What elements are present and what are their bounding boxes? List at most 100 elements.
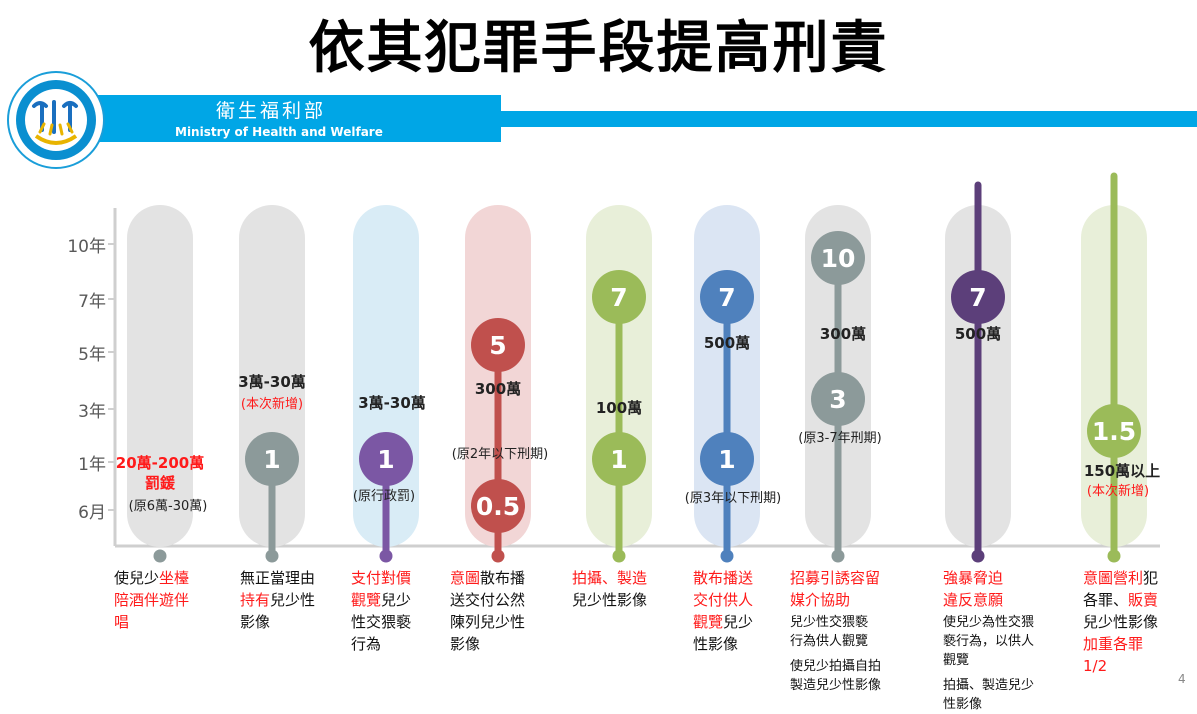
description-line: 兒少性影像	[572, 589, 647, 611]
fine-amount: 3萬-30萬	[358, 394, 426, 412]
description-segment: 兒少	[723, 613, 754, 631]
description-line: 強暴脅迫	[943, 567, 1034, 589]
offense-description: 招募引誘容留 媒介協助 兒少性交猥褻 行為供人觀覽 使兒少拍攝自拍 製造兒少性影像	[790, 567, 881, 695]
axis-dots	[153, 549, 1121, 563]
value-marker-label: 10	[821, 244, 856, 273]
description-line: 持有兒少性	[240, 589, 315, 611]
fine-amount: 150萬以上	[1083, 462, 1161, 480]
ministry-name-zh: 衛生福利部	[216, 100, 327, 122]
value-marker	[811, 372, 865, 426]
description-segment: 觀覽	[351, 591, 382, 609]
value-marker-label: 1	[377, 445, 394, 474]
description-segment: 陪酒伴遊伴	[114, 591, 190, 609]
y-tick-marks	[108, 243, 115, 511]
fine-amount: 3萬-30萬	[238, 373, 306, 391]
value-marker-label: 5	[489, 331, 506, 360]
y-tick-label: 6月	[78, 503, 106, 523]
previous-penalty-note: (原3-7年刑期)	[798, 431, 882, 446]
description-segment: 交付供人	[693, 591, 754, 609]
description-line: 行為	[351, 633, 411, 655]
description-line: 影像	[450, 633, 525, 655]
description-line: 加重各罪	[1083, 633, 1158, 655]
offense-description: 散布播送交付供人觀覽兒少性影像	[693, 567, 753, 655]
description-line: 違反意願	[943, 589, 1034, 611]
fine-amount: 500萬	[703, 334, 751, 352]
description-segment: 兒少性影像	[1083, 613, 1159, 631]
value-marker-label: 1.5	[1092, 417, 1136, 446]
description-segment: 散布播送	[693, 569, 754, 587]
column-pill	[127, 205, 193, 547]
value-marker	[245, 432, 299, 486]
description-line: 散布播送	[693, 567, 753, 589]
previous-penalty-note: (本次新增)	[240, 397, 304, 412]
axis-dot	[1107, 549, 1121, 563]
sub-description-line: 褻行為，以供人	[943, 634, 1035, 649]
axis-dot	[612, 549, 626, 563]
value-marker	[359, 432, 413, 486]
description-segment: 影像	[450, 635, 481, 653]
description-line: 性影像	[693, 633, 753, 655]
sub-description-line: 使兒少拍攝自拍	[790, 659, 882, 674]
description-segment: 性影像	[693, 635, 739, 653]
axis-dot	[831, 549, 845, 563]
offense-description: 意圖營利犯 各罪、販賣 兒少性影像 加重各罪 1/2	[1083, 567, 1158, 677]
description-line: 唱	[114, 611, 189, 633]
description-segment: 持有	[240, 591, 271, 609]
fine-amount: 300萬	[474, 380, 522, 398]
ministry-name-en: Ministry of Health and Welfare	[175, 125, 383, 139]
description-line: 使兒少坐檯	[114, 567, 189, 589]
description-line: 送交付公然	[450, 589, 525, 611]
description-segment: 坐檯	[159, 569, 190, 587]
previous-penalty-note: (原行政罰)	[352, 489, 416, 504]
offense-description: 支付對價觀覽兒少性交猥褻 行為	[351, 567, 411, 655]
value-marker	[592, 432, 646, 486]
sub-description-line: 製造兒少性影像	[790, 678, 882, 693]
description-segment: 1/2	[1083, 657, 1108, 675]
offense-sub-description: 使兒少為性交猥 褻行為，以供人 觀覽 拍攝、製造兒少 性影像	[943, 613, 1034, 714]
sub-description-line: 使兒少為性交猥	[943, 615, 1035, 630]
offense-description: 使兒少坐檯陪酒伴遊伴唱	[114, 567, 189, 633]
offense-description: 拍攝、製造兒少性影像	[572, 567, 647, 611]
value-marker	[700, 432, 754, 486]
y-tick-label: 10年	[67, 237, 106, 257]
description-segment: 違反意願	[943, 591, 1004, 609]
description-segment: 使兒少	[114, 569, 160, 587]
sub-description-line: 兒少性交猥褻	[790, 615, 869, 630]
description-line: 交付供人	[693, 589, 753, 611]
description-line: 陪酒伴遊伴	[114, 589, 189, 611]
ministry-logo-icon	[7, 71, 105, 169]
description-segment: 兒少	[381, 591, 412, 609]
axis-dot	[971, 549, 985, 563]
previous-penalty-note: (原6萬-30萬)	[128, 499, 208, 514]
fine-type: 罰鍰	[144, 474, 175, 492]
description-segment: 送交付公然	[450, 591, 526, 609]
fine-amount: 300萬	[819, 325, 867, 343]
description-segment: 兒少性影像	[572, 591, 648, 609]
description-line: 性交猥褻	[351, 611, 411, 633]
description-line: 各罪、販賣	[1083, 589, 1158, 611]
description-segment: 支付對價	[351, 569, 412, 587]
description-segment: 影像	[240, 613, 271, 631]
description-line: 觀覽兒少	[693, 611, 753, 633]
description-segment: 唱	[114, 613, 130, 631]
previous-penalty-note: (原3年以下刑期)	[684, 491, 782, 506]
sub-description-line: 拍攝、製造兒少	[943, 678, 1035, 693]
header-band-stripe	[501, 111, 1197, 127]
y-tick-label: 5年	[78, 345, 106, 365]
description-segment: 拍攝、製造	[572, 569, 648, 587]
description-line: 媒介協助	[790, 589, 881, 611]
description-segment: 散布播	[480, 569, 526, 587]
fine-amount: 500萬	[954, 325, 1002, 343]
value-marker	[1087, 404, 1141, 458]
axis-dot	[153, 549, 167, 563]
axis-dot	[379, 549, 393, 563]
description-line: 影像	[240, 611, 315, 633]
description-segment: 招募引誘容留	[790, 569, 881, 587]
description-segment: 陳列兒少性	[450, 613, 526, 631]
page-number: 4	[1178, 672, 1186, 686]
value-markers: 1 1 5 0.5 7 1 7 1 10 3 7 1.5	[245, 231, 1141, 533]
description-line: 1/2	[1083, 655, 1158, 677]
fine-amount: 20萬-200萬	[115, 454, 205, 472]
value-marker-label: 1	[610, 445, 627, 474]
value-marker	[471, 479, 525, 533]
